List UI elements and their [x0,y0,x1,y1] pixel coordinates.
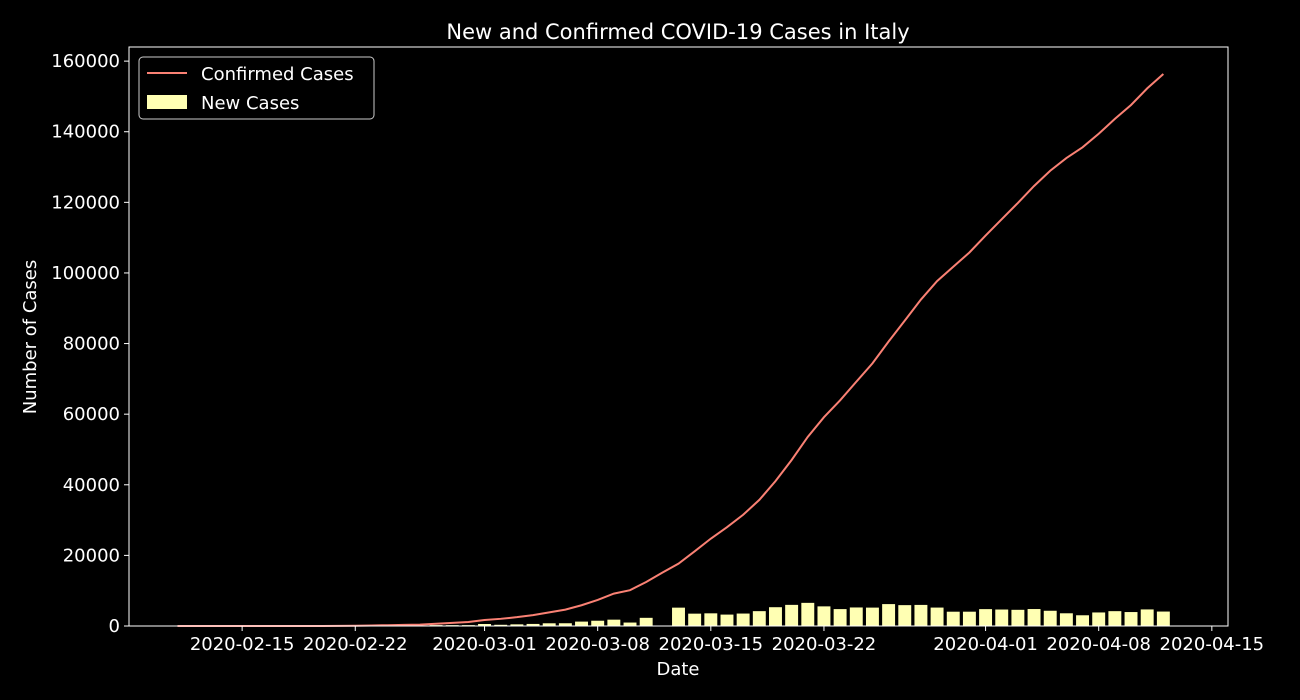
y-tick-label: 160000 [51,51,120,72]
y-tick-label: 20000 [63,545,120,566]
y-axis: 0 20000 40000 60000 80000 100000 120000 140000 1… [51,51,129,637]
new-cases-bar [510,624,524,626]
x-tick-label: 2020-03-15 [659,634,764,655]
new-cases-bar [639,617,653,626]
new-cases-bar [720,614,734,626]
new-cases-bar [1156,611,1170,626]
x-tick-label: 2020-04-15 [1160,634,1265,655]
new-cases-bar [930,607,944,626]
new-cases-bar [1043,610,1057,626]
y-tick-label: 0 [109,616,120,637]
new-cases-bar [478,624,492,626]
new-cases-bar [623,622,637,626]
new-cases-bar [882,604,896,626]
x-tick-label: 2020-02-15 [190,634,295,655]
new-cases-bar [1076,615,1090,626]
new-cases-bar [591,620,605,626]
new-cases-bar [542,623,556,626]
new-cases-bar [575,621,588,626]
new-cases-bar [1108,611,1122,626]
y-tick-label: 80000 [63,334,120,355]
y-axis-label: Number of Cases [20,260,41,415]
new-cases-bar [1027,609,1041,626]
x-tick-label: 2020-02-22 [303,634,408,655]
new-cases-bar [736,613,750,626]
y-tick-label: 40000 [63,475,120,496]
new-cases-bars [332,602,1170,626]
legend-new-cases-label: New Cases [201,93,299,114]
y-tick-label: 60000 [63,404,120,425]
new-cases-bar [801,602,815,626]
new-cases-bar [962,611,976,626]
new-cases-bar [914,604,928,626]
new-cases-bar [865,607,879,626]
new-cases-bar [898,605,912,626]
plot-area-frame [128,46,1229,627]
new-cases-bar [979,609,993,626]
new-cases-bar [995,609,1009,626]
new-cases-bar [494,624,508,626]
y-tick-label: 140000 [51,122,120,143]
x-tick-label: 2020-04-01 [933,634,1038,655]
new-cases-bar [558,623,572,626]
x-axis: 2020-02-15 2020-02-22 2020-03-01 2020-03-08… [190,626,1264,655]
legend-confirmed-label: Confirmed Cases [201,64,354,85]
new-cases-bar [817,606,831,626]
new-cases-bar [688,613,702,626]
new-cases-bar [1011,609,1025,626]
new-cases-bar [769,607,782,626]
legend-new-cases-swatch [147,95,187,109]
new-cases-bar [526,623,540,626]
new-cases-bar [833,609,847,626]
legend-box [138,56,375,120]
new-cases-bar [849,607,863,626]
chart-title: New and Confirmed COVID-19 Cases in Ital… [446,20,909,44]
new-cases-bar [704,613,718,626]
new-cases-bar [1124,612,1138,626]
legend: Confirmed Cases New Cases [138,56,375,120]
new-cases-bar [1092,612,1106,626]
new-cases-bar [1140,609,1154,626]
new-cases-bar [607,619,621,626]
y-tick-label: 100000 [51,263,120,284]
x-tick-label: 2020-03-01 [432,634,537,655]
new-cases-bar [785,604,799,626]
new-cases-bar [946,611,960,626]
y-tick-label: 120000 [51,192,120,213]
x-tick-label: 2020-03-08 [545,634,650,655]
x-tick-label: 2020-04-08 [1046,634,1151,655]
new-cases-bar [752,611,766,626]
new-cases-bar [1059,613,1073,626]
x-axis-label: Date [656,659,699,680]
x-tick-label: 2020-03-22 [772,634,877,655]
new-cases-bar [672,607,685,626]
